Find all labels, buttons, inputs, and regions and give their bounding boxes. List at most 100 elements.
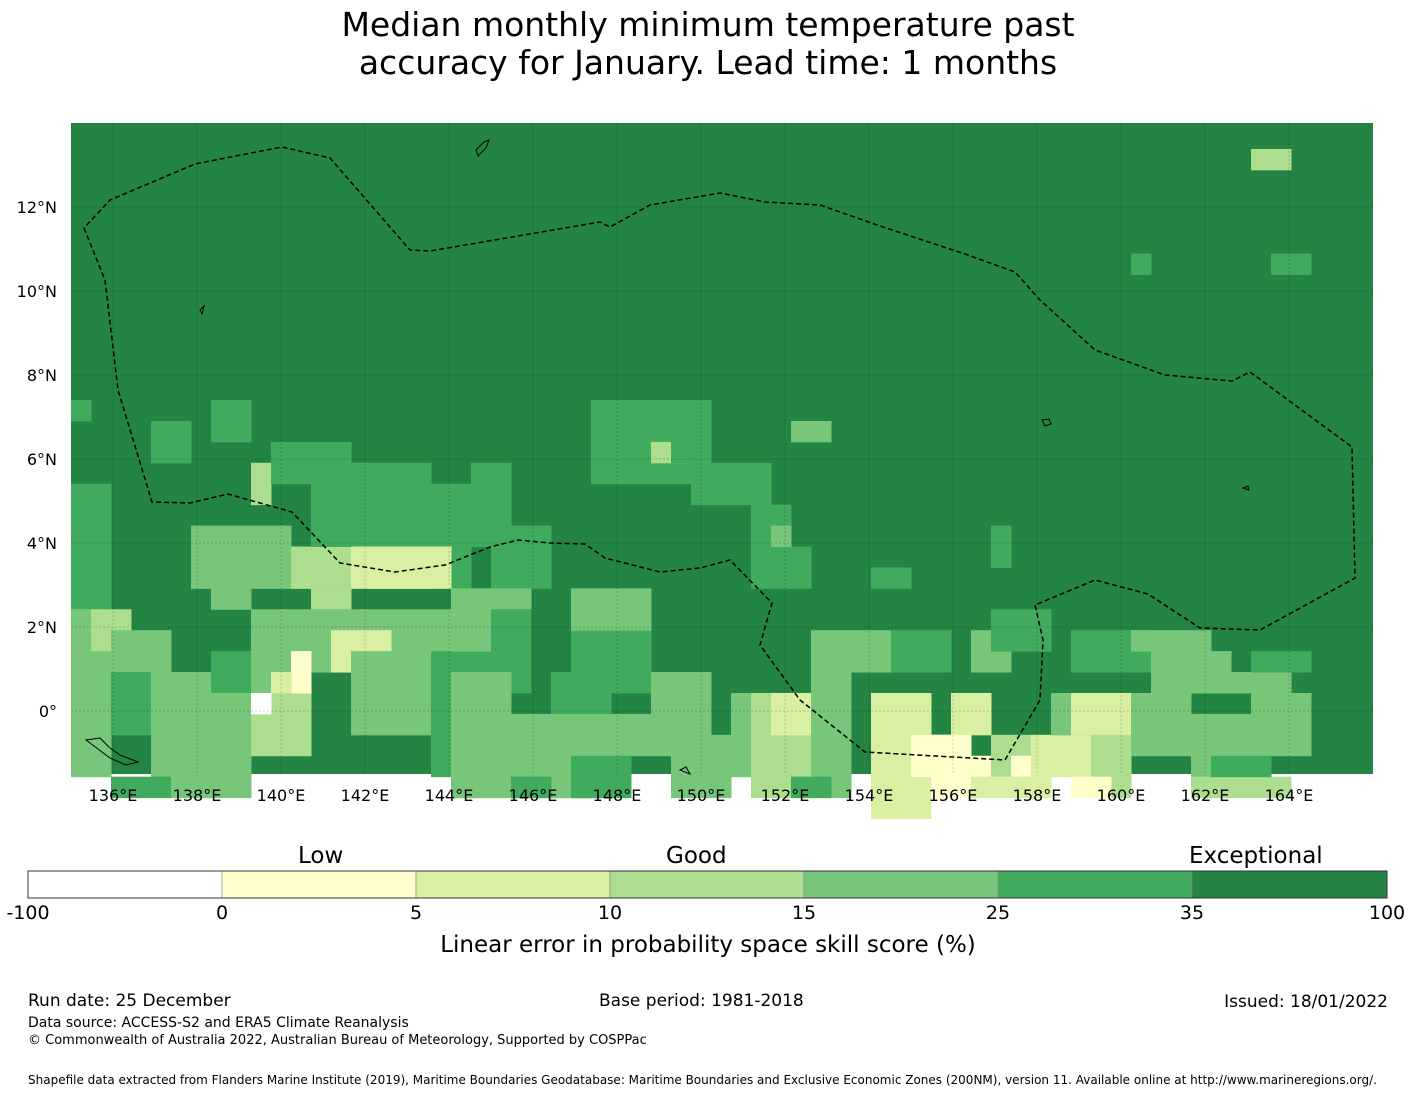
- latitude-label: 10°N: [17, 282, 57, 301]
- grid-cell: [611, 713, 692, 757]
- grid-cell: [511, 776, 552, 799]
- grid-cell: [791, 776, 832, 799]
- latitude-label: 0°: [39, 702, 57, 721]
- longitude-label: 160°E: [1097, 786, 1146, 805]
- grid-cell: [571, 755, 632, 799]
- copyright: © Commonwealth of Australia 2022, Austra…: [28, 1033, 647, 1048]
- colorbar-segment: [221, 870, 417, 899]
- grid-cell: [991, 525, 1012, 568]
- grid-cell: [571, 588, 652, 631]
- colorbar-tick: 15: [791, 902, 817, 924]
- colorbar-tick: 25: [985, 902, 1011, 924]
- grid-cell: [671, 420, 692, 464]
- grid-cell: [291, 546, 352, 589]
- grid-cell: [1131, 692, 1192, 757]
- grid-cell: [151, 420, 192, 464]
- latitude-label: 12°N: [17, 198, 57, 217]
- grid-cell: [491, 525, 552, 589]
- longitude-label: 138°E: [173, 786, 222, 805]
- longitude-label: 150°E: [677, 786, 726, 805]
- grid-cell: [251, 462, 272, 506]
- grid-cell: [311, 588, 352, 610]
- colorbar-tick: -100: [6, 902, 50, 924]
- island-chuuk: [1041, 418, 1052, 427]
- grid-cell: [291, 651, 312, 694]
- longitude-label: 148°E: [593, 786, 642, 805]
- longitude-tick-labels: 136°E 138°E 140°E 142°E 144°E 146°E 148°E 150°E…: [89, 786, 1314, 805]
- island-guam: [475, 139, 490, 157]
- grid-cell: [751, 546, 812, 589]
- grid-cell: [1271, 253, 1312, 275]
- colorbar-segment: [997, 870, 1193, 899]
- grid-cell: [1251, 692, 1312, 757]
- island-small: [678, 766, 692, 775]
- grid-cell: [691, 462, 772, 506]
- grid-cell: [871, 567, 912, 589]
- grid-cell: [951, 692, 992, 736]
- latitude-tick-labels: 12°N 10°N 8°N 6°N 4°N 2°N 0°: [17, 198, 57, 721]
- colorbar-tick: 5: [409, 902, 423, 924]
- colorbar-label-good: Good: [666, 843, 727, 869]
- colorbar-tick: 35: [1179, 902, 1205, 924]
- grid-cell: [671, 755, 732, 799]
- colorbar-segment: [27, 870, 223, 899]
- chart-title: Median monthly minimum temperature past …: [0, 6, 1416, 82]
- colorbar-title: Linear error in probability space skill …: [440, 932, 976, 958]
- grid-cell: [811, 630, 892, 673]
- longitude-label: 144°E: [425, 786, 474, 805]
- longitude-label: 136°E: [89, 786, 138, 805]
- latitude-label: 2°N: [27, 618, 57, 637]
- grid-cell: [931, 734, 972, 799]
- colorbar-segment: [415, 870, 611, 899]
- shapefile-credit: Shapefile data extracted from Flanders M…: [28, 1073, 1377, 1087]
- grid-cell: [71, 651, 112, 694]
- longitude-label: 146°E: [509, 786, 558, 805]
- colorbar-segment: [1191, 870, 1388, 899]
- longitude-label: 154°E: [845, 786, 894, 805]
- title-line-2: accuracy for January. Lead time: 1 month…: [358, 43, 1058, 82]
- grid-cell: [971, 776, 1052, 799]
- island-outlines: [84, 139, 1250, 775]
- graticule: [71, 123, 1373, 774]
- grid-cell: [891, 630, 952, 673]
- grid-cell: [1131, 630, 1212, 652]
- grid-cell: [771, 692, 812, 736]
- eez-boundary: [83, 146, 1356, 761]
- longitude-label: 158°E: [1013, 786, 1062, 805]
- colorbar-tick: 100: [1368, 902, 1406, 924]
- latitude-label: 4°N: [27, 534, 57, 553]
- grid-cell: [111, 776, 172, 799]
- grid-cell: [1071, 692, 1132, 736]
- longitude-label: 162°E: [1181, 786, 1230, 805]
- longitude-label: 152°E: [761, 786, 810, 805]
- skill-score-grid: [71, 123, 1373, 820]
- base-period: Base period: 1981-2018: [599, 991, 804, 1011]
- grid-cell: [71, 400, 92, 422]
- run-date: Run date: 25 December: [28, 991, 231, 1011]
- longitude-label: 142°E: [341, 786, 390, 805]
- data-source: Data source: ACCESS-S2 and ERA5 Climate …: [28, 1015, 409, 1031]
- grid-cell: [571, 630, 652, 694]
- grid-cell: [1251, 148, 1292, 171]
- grid-cell: [1191, 776, 1292, 799]
- colorbar-label-low: Low: [298, 843, 344, 869]
- longitude-label: 156°E: [929, 786, 978, 805]
- longitude-label: 164°E: [1265, 786, 1314, 805]
- latitude-label: 6°N: [27, 450, 57, 469]
- grid-cell: [1131, 253, 1152, 275]
- issued-date: Issued: 18/01/2022: [1224, 992, 1388, 1012]
- grid-cell: [71, 483, 112, 610]
- grid-cell: [1211, 672, 1292, 694]
- colorbar-frame: [27, 870, 1388, 899]
- island-palau: [199, 304, 205, 316]
- island-new-guinea-coast: [84, 737, 140, 766]
- title-line-1: Median monthly minimum temperature past: [341, 5, 1075, 44]
- colorbar-segment: [803, 870, 999, 899]
- latitude-label: 8°N: [27, 366, 57, 385]
- colorbar: [27, 870, 1388, 899]
- grid-cell: [211, 400, 252, 443]
- grid-cell: [251, 692, 272, 715]
- grid-cell: [1211, 755, 1272, 778]
- grid-cell: [271, 672, 292, 694]
